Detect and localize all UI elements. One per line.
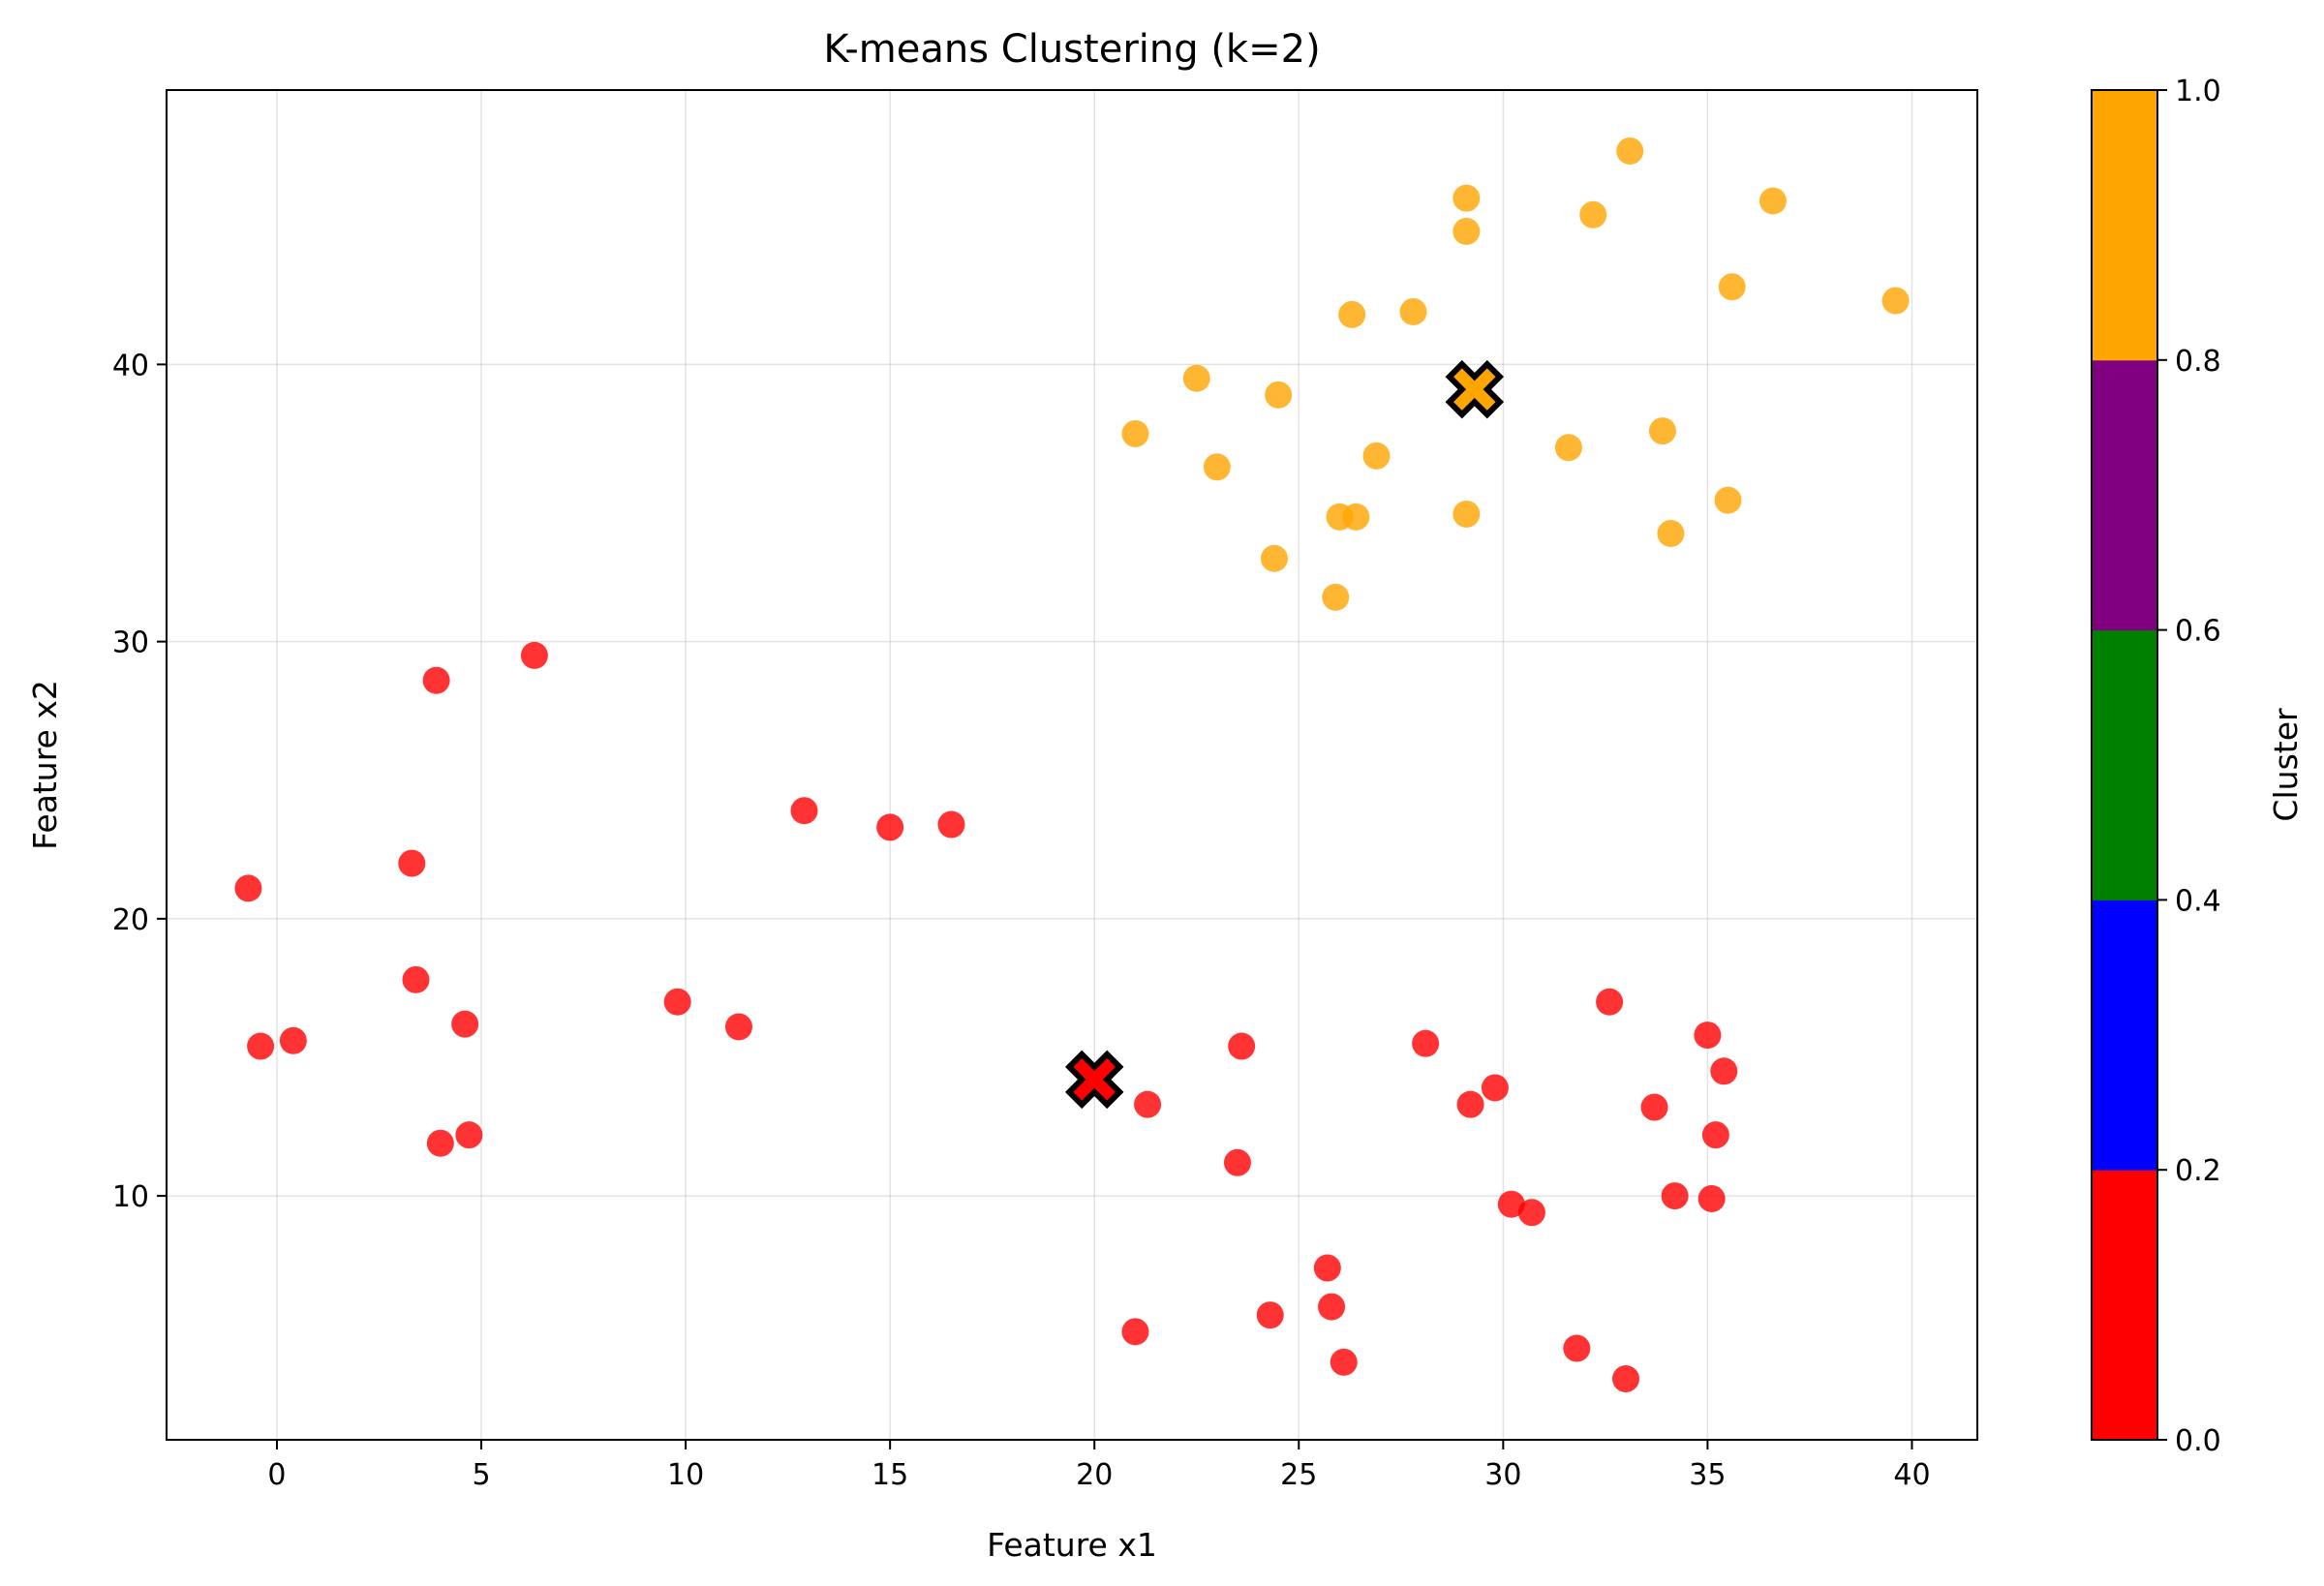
data-point-cluster-1: [1452, 184, 1481, 212]
x-tick-label: 30: [1484, 1458, 1521, 1492]
data-point-cluster-0: [398, 849, 426, 877]
data-point-cluster-1: [1260, 544, 1288, 572]
data-point-cluster-0: [1256, 1301, 1284, 1329]
data-point-cluster-0: [790, 797, 818, 825]
colorbar-segment: [2092, 629, 2157, 900]
data-point-cluster-0: [1412, 1029, 1440, 1057]
data-point-cluster-0: [279, 1026, 307, 1054]
y-tick-label: 20: [112, 903, 149, 937]
data-point-cluster-0: [1640, 1093, 1668, 1121]
data-point-cluster-1: [1554, 434, 1582, 462]
x-tick-label: 10: [667, 1458, 704, 1492]
data-point-cluster-1: [1203, 453, 1231, 481]
colorbar-tick-label: 0.2: [2175, 1154, 2221, 1188]
data-point-cluster-1: [1718, 273, 1746, 301]
y-tick-label: 30: [112, 626, 149, 660]
colorbar-tick-label: 0.8: [2175, 345, 2221, 379]
data-point-cluster-0: [1701, 1121, 1729, 1149]
centroids: [1064, 359, 1505, 1110]
data-point-cluster-1: [1452, 500, 1481, 528]
x-tick-label: 0: [267, 1458, 286, 1492]
data-point-cluster-0: [422, 666, 450, 694]
data-point-cluster-1: [1579, 200, 1607, 229]
colorbar: 0.0 0.2 0.4 0.6 0.8 1.0: [2091, 75, 2221, 1458]
data-point-cluster-0: [1497, 1190, 1525, 1218]
data-point-cluster-1: [1338, 300, 1366, 328]
data-point-cluster-0: [1313, 1254, 1341, 1282]
data-point-cluster-0: [520, 641, 548, 669]
data-point-cluster-0: [1134, 1090, 1162, 1118]
data-point-cluster-0: [426, 1129, 454, 1157]
x-tick-label: 35: [1689, 1458, 1726, 1492]
colorbar-tick-label: 0.4: [2175, 884, 2221, 918]
x-axis-ticks: 0 5 10 15 20 25 30 35 40: [267, 1440, 1931, 1492]
data-point-cluster-1: [1399, 297, 1427, 325]
x-tick-label: 20: [1076, 1458, 1113, 1492]
centroid-marker-cluster-0: [1064, 1050, 1124, 1110]
data-point-cluster-1: [1881, 287, 1910, 315]
colorbar-tick-label: 0.6: [2175, 615, 2221, 649]
data-point-cluster-0: [1661, 1182, 1689, 1210]
x-tick-label: 25: [1280, 1458, 1317, 1492]
data-point-cluster-1: [1342, 503, 1370, 531]
data-point-cluster-1: [1121, 419, 1149, 447]
data-point-cluster-0: [247, 1032, 275, 1060]
data-point-cluster-1: [1452, 217, 1481, 245]
data-point-cluster-0: [937, 810, 965, 839]
data-point-cluster-1: [1616, 137, 1644, 165]
grid: [167, 90, 1977, 1440]
data-point-cluster-0: [1481, 1074, 1509, 1102]
data-point-cluster-1: [1648, 417, 1676, 445]
y-tick-label: 10: [112, 1180, 149, 1214]
colorbar-tick-label: 1.0: [2175, 75, 2221, 108]
data-point-cluster-0: [402, 965, 430, 993]
centroid-marker-cluster-1: [1445, 359, 1505, 419]
colorbar-segment: [2092, 359, 2157, 631]
data-points: [234, 137, 1910, 1393]
data-point-cluster-0: [1710, 1057, 1738, 1085]
colorbar-label: Cluster: [2267, 708, 2305, 822]
x-tick-label: 15: [872, 1458, 908, 1492]
colorbar-segment: [2092, 900, 2157, 1171]
data-point-cluster-0: [724, 1013, 752, 1041]
y-axis-ticks: 10 20 30 40: [112, 349, 167, 1214]
data-point-cluster-0: [451, 1010, 479, 1038]
colorbar-tick-label: 0.0: [2175, 1424, 2221, 1458]
data-point-cluster-1: [1182, 364, 1210, 392]
data-point-cluster-0: [1318, 1293, 1346, 1321]
data-point-cluster-0: [1121, 1318, 1149, 1346]
colorbar-segment: [2092, 90, 2157, 361]
data-point-cluster-0: [1694, 1022, 1722, 1050]
data-point-cluster-0: [1330, 1348, 1358, 1376]
data-point-cluster-1: [1265, 381, 1293, 409]
data-point-cluster-0: [234, 874, 262, 902]
data-point-cluster-0: [455, 1121, 483, 1149]
data-point-cluster-0: [1223, 1148, 1251, 1176]
data-point-cluster-0: [1611, 1365, 1639, 1393]
data-point-cluster-0: [1517, 1199, 1545, 1227]
data-point-cluster-0: [663, 988, 691, 1016]
data-point-cluster-1: [1657, 519, 1685, 547]
data-point-cluster-1: [1714, 486, 1742, 514]
data-point-cluster-1: [1362, 442, 1391, 470]
data-point-cluster-0: [876, 813, 904, 841]
colorbar-segment: [2092, 1170, 2157, 1441]
data-point-cluster-0: [1596, 988, 1624, 1016]
data-point-cluster-0: [1697, 1184, 1726, 1212]
data-point-cluster-1: [1322, 583, 1350, 611]
data-point-cluster-0: [1563, 1334, 1591, 1362]
x-tick-label: 40: [1893, 1458, 1930, 1492]
colorbar-frame: [2091, 89, 2158, 1441]
y-tick-label: 40: [112, 349, 149, 382]
data-point-cluster-1: [1758, 187, 1787, 215]
x-tick-label: 5: [472, 1458, 490, 1492]
x-axis-label: Feature x1: [987, 1526, 1157, 1564]
y-axis-label: Feature x2: [26, 680, 64, 850]
data-point-cluster-0: [1456, 1090, 1484, 1118]
chart-title: K-means Clustering (k=2): [823, 27, 1320, 72]
plot-area-frame: [166, 89, 1978, 1441]
data-point-cluster-0: [1228, 1032, 1256, 1060]
